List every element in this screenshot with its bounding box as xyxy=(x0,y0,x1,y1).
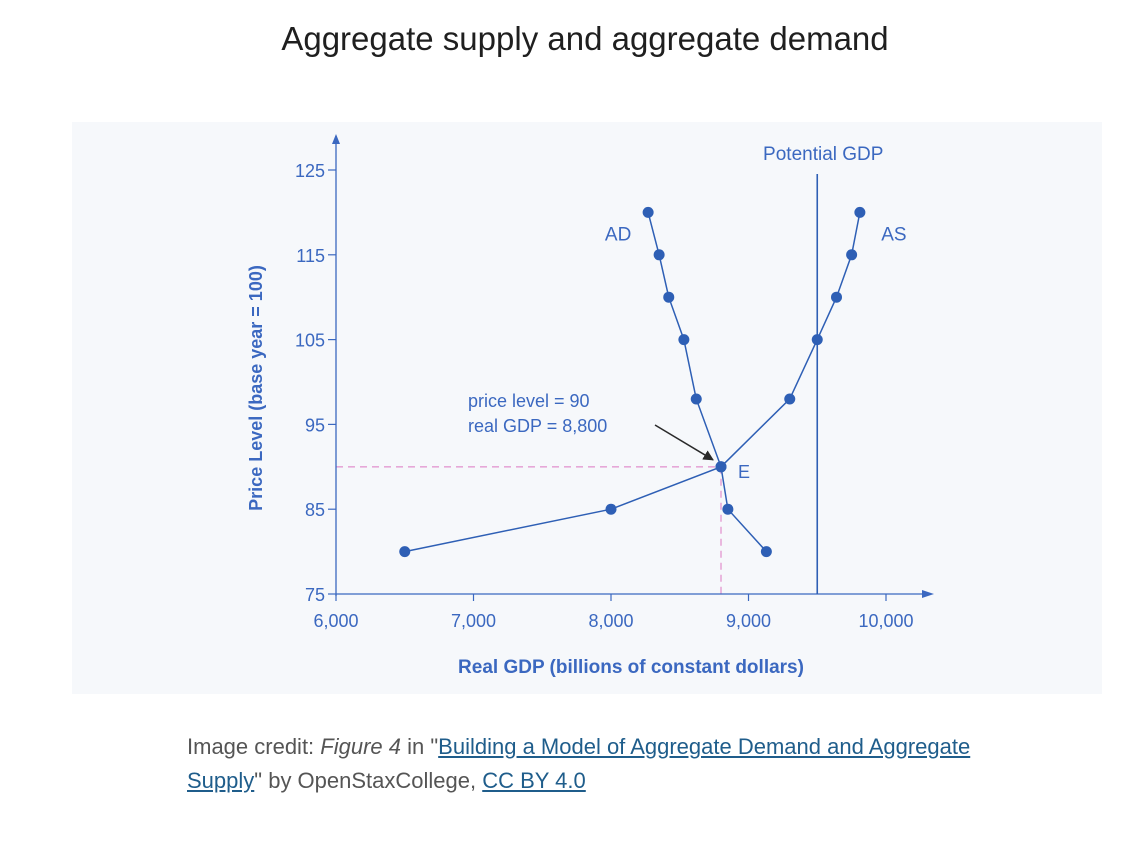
as-point xyxy=(715,461,727,473)
annotation-real-gdp: real GDP = 8,800 xyxy=(468,416,607,436)
x-tick-label: 10,000 xyxy=(858,611,913,631)
y-tick-label: 105 xyxy=(295,331,325,351)
series-label-ad: AD xyxy=(605,224,631,245)
as-point xyxy=(846,249,858,261)
image-credit-caption: Image credit: Figure 4 in "Building a Mo… xyxy=(187,730,987,798)
x-tick-label: 8,000 xyxy=(588,611,633,631)
x-tick-label: 6,000 xyxy=(313,611,358,631)
caption-figure-ref: Figure 4 xyxy=(320,734,401,759)
y-tick-label: 125 xyxy=(295,161,325,181)
x-axis-title: Real GDP (billions of constant dollars) xyxy=(458,657,804,678)
y-tick-label: 115 xyxy=(296,246,325,266)
y-axis-arrow-icon xyxy=(332,134,340,144)
ad-point xyxy=(722,503,734,515)
annotation-price-level: price level = 90 xyxy=(468,391,590,411)
caption-in-text: in " xyxy=(401,734,439,759)
chart: 75 85 95 105 115 125 6,000 7,000 8,000 9,000 10,00… xyxy=(246,134,934,678)
potential-gdp-label: Potential GDP xyxy=(763,144,883,165)
annotation-arrow xyxy=(654,424,714,461)
y-tick-label: 85 xyxy=(305,500,325,520)
ad-point xyxy=(760,546,772,558)
y-tick-label: 75 xyxy=(305,585,325,605)
y-axis-title: Price Level (base year = 100) xyxy=(246,265,266,511)
x-axis-arrow-icon xyxy=(922,590,934,598)
series-label-as: AS xyxy=(881,224,906,245)
y-tick-label: 95 xyxy=(305,415,325,435)
caption-prefix: Image credit: xyxy=(187,734,321,759)
equilibrium-label: E xyxy=(738,462,750,482)
license-link[interactable]: CC BY 4.0 xyxy=(482,768,586,793)
page-title: Aggregate supply and aggregate demand xyxy=(281,20,889,57)
source-link[interactable]: Building a Model of Aggregate Demand and… xyxy=(187,734,971,793)
x-tick-label: 9,000 xyxy=(726,611,771,631)
as-point xyxy=(784,393,796,405)
figure-panel: 75 85 95 105 115 125 6,000 7,000 8,000 9,000 10,00… xyxy=(72,122,1102,694)
caption-after-link: " by OpenStaxCollege, xyxy=(254,768,483,793)
ad-point xyxy=(642,206,654,218)
as-point xyxy=(605,503,617,515)
ad-point xyxy=(678,334,690,346)
ad-curve xyxy=(647,212,767,553)
as-point xyxy=(399,546,411,558)
ad-point xyxy=(663,291,675,303)
ad-point xyxy=(653,249,665,261)
as-point xyxy=(854,206,866,218)
as-point xyxy=(831,291,842,303)
ad-point xyxy=(690,393,702,405)
as-curve xyxy=(404,212,861,553)
as-point xyxy=(811,334,823,346)
x-tick-label: 7,000 xyxy=(451,611,496,631)
